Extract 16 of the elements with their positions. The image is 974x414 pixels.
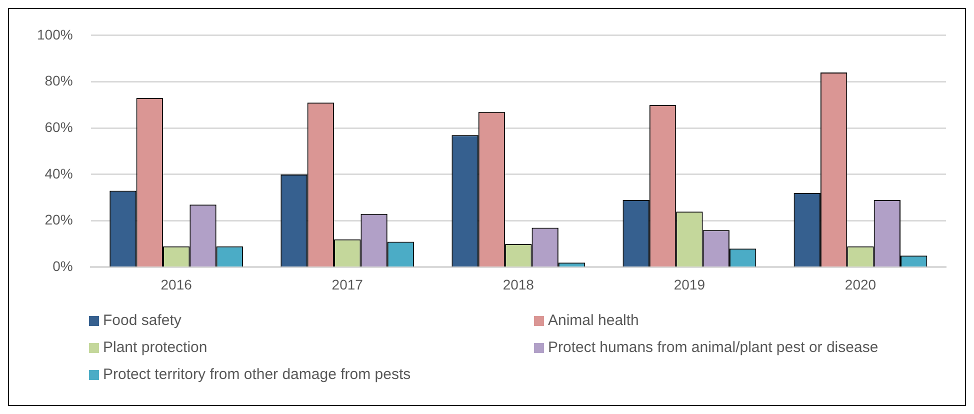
y-tick-label: 0%: [52, 258, 73, 274]
legend-label: Protect humans from animal/plant pest or disease: [548, 339, 878, 356]
y-tick-label: 40%: [44, 165, 73, 182]
legend-label: Food safety: [103, 312, 182, 329]
x-tick-label: 2020: [844, 276, 876, 292]
y-tick-label: 60%: [44, 118, 73, 135]
legend-label: Animal health: [548, 312, 639, 329]
legend-label: Plant protection: [103, 339, 208, 356]
x-tick-label: 2017: [332, 276, 364, 292]
y-tick-label: 80%: [44, 72, 73, 89]
x-tick-label: 2016: [160, 276, 192, 292]
legend-label: Protect territory from other damage from pests: [103, 366, 411, 383]
y-tick-label: 20%: [44, 212, 73, 228]
y-tick-label: 100%: [36, 26, 73, 42]
x-tick-label: 2019: [674, 276, 706, 292]
x-tick-label: 2018: [502, 276, 534, 292]
